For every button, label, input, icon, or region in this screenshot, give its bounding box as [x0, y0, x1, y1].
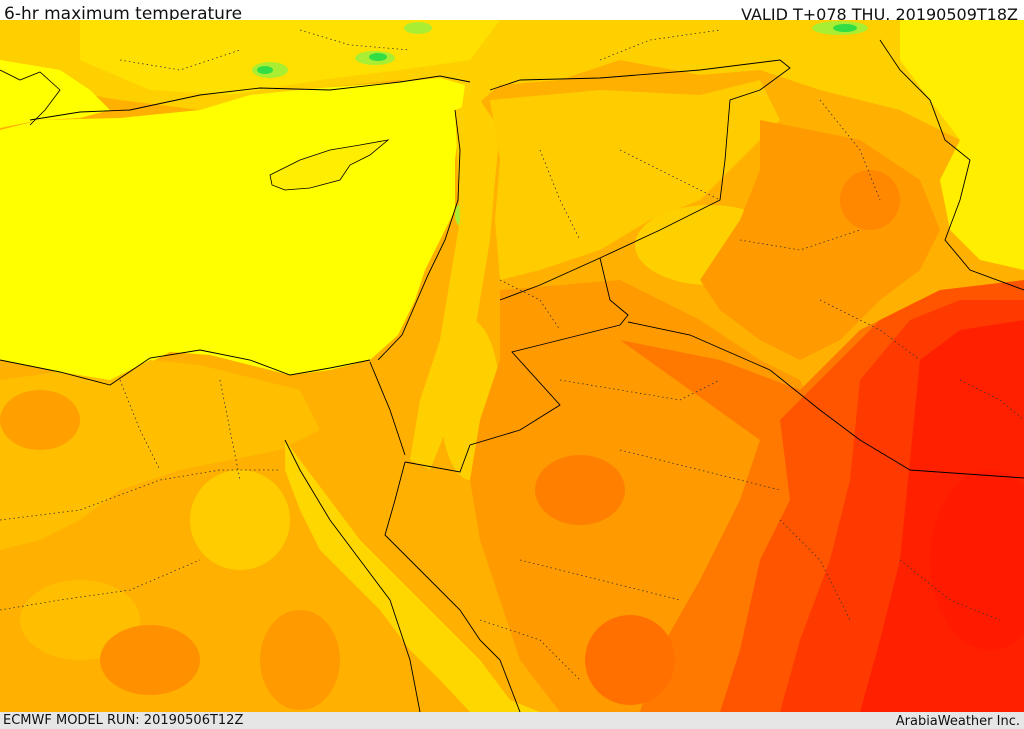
provincial-borders — [0, 29, 1024, 681]
egypt-orange-blob-1 — [100, 625, 200, 695]
syria-iraq-border — [489, 59, 791, 301]
model-run-label: ECMWF MODEL RUN: 20190506T12Z — [3, 713, 244, 728]
jordan-iraq-saudi-border — [404, 257, 629, 473]
turkey-bright-yellow — [80, 20, 500, 95]
iran-yellow-region — [900, 20, 1024, 270]
egypt-orange-blob-2 — [260, 610, 340, 710]
egypt-gold-blob-1 — [190, 470, 290, 570]
saudi-dark-orange-blob — [585, 615, 675, 705]
cool-spot-4 — [369, 53, 387, 61]
iraq-dark-orange-blob — [840, 170, 900, 230]
temperature-map — [0, 20, 1024, 712]
cyprus-island — [269, 139, 390, 191]
sinai-border — [369, 361, 406, 456]
credit-label: ArabiaWeather Inc. — [895, 714, 1020, 729]
saudi-iraq-kuwait-border — [627, 321, 1024, 479]
hot-spot-red — [930, 470, 1024, 650]
syria-gold-region — [490, 80, 780, 280]
map-title: 6-hr maximum temperature — [4, 4, 243, 24]
iran-border — [879, 39, 1024, 291]
cool-spot-7 — [833, 24, 857, 32]
footer-bar: ECMWF MODEL RUN: 20190506T12Z ArabiaWeat… — [0, 712, 1024, 729]
turkey-south-coast — [29, 75, 471, 121]
saudi-red-sea-coast — [384, 461, 521, 712]
cool-spot-5 — [404, 22, 432, 34]
cool-spot-2 — [257, 66, 273, 74]
egypt-sudan-coast — [284, 439, 421, 712]
med-coast-east — [377, 109, 461, 361]
valid-time-label: VALID T+078 THU. 20190509T18Z — [741, 5, 1018, 24]
egypt-orange-blob-3 — [0, 390, 80, 450]
aegean-coastline — [0, 69, 61, 126]
egypt-gold-region — [0, 360, 320, 550]
egypt-med-coast — [0, 349, 371, 386]
levant-coast-strip — [410, 100, 500, 470]
saudi-orange-blob — [535, 455, 625, 525]
temperature-field-svg — [0, 20, 1024, 712]
